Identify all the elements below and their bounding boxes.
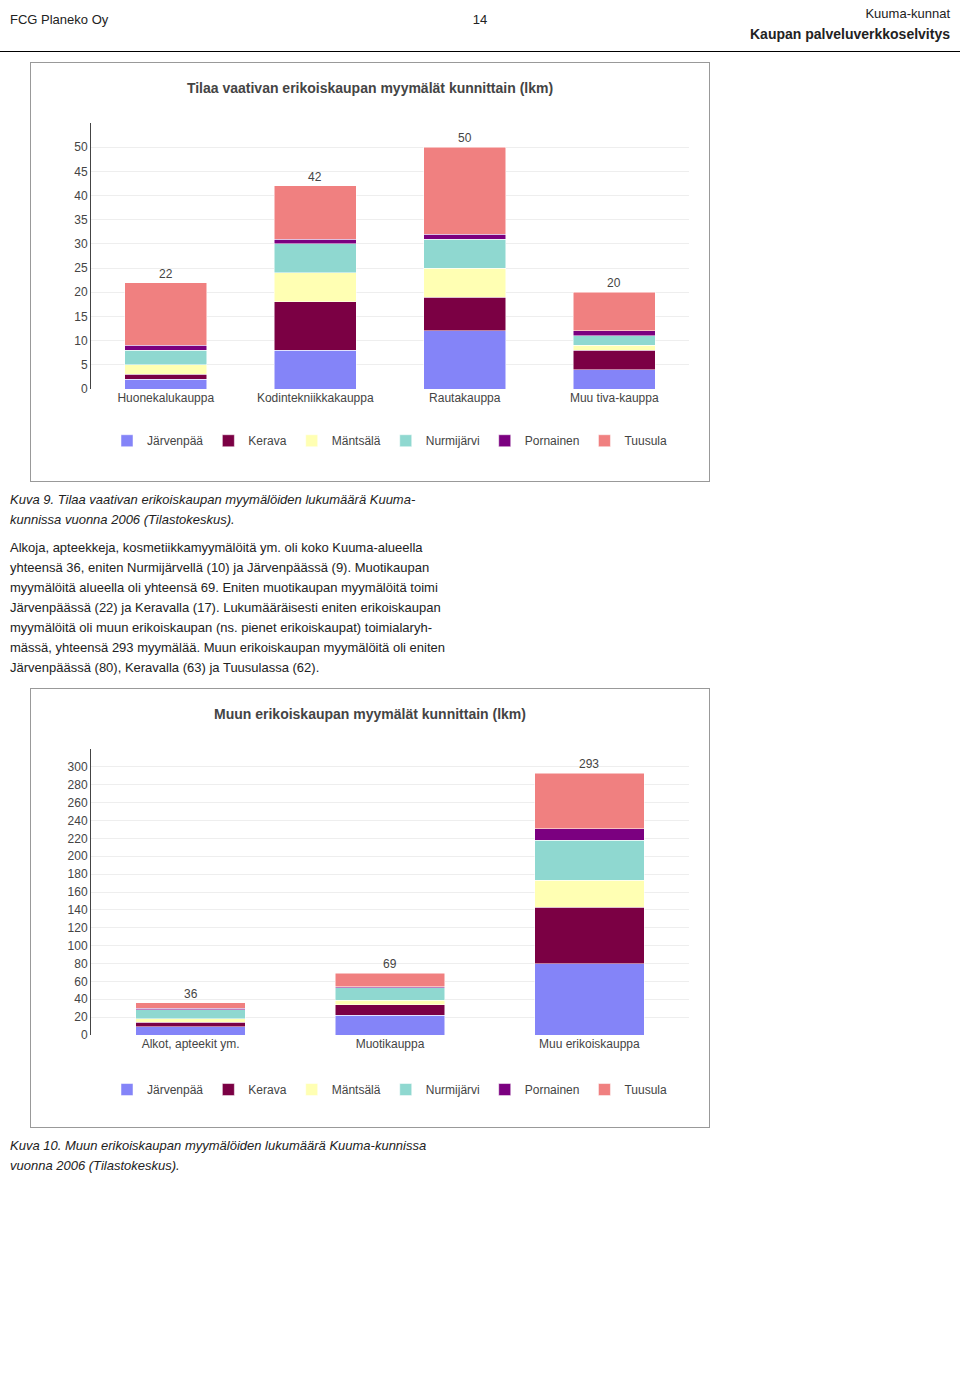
html-text:myymälöitä oli muun erikoiskau: myymälöitä oli muun erikoiskaupan (ns. p… [10, 620, 432, 635]
svg-text:140: 140 [68, 903, 88, 917]
svg-text:Tilaa vaativan erikoiskaupan m: Tilaa vaativan erikoiskaupan myymälät ku… [187, 80, 553, 96]
svg-text:Kerava: Kerava [248, 434, 286, 448]
svg-text:Järvenpää: Järvenpää [147, 1083, 203, 1097]
svg-text:Muun erikoiskaupan myymälät ku: Muun erikoiskaupan myymälät kunnittain (… [214, 706, 526, 722]
html-text:Kuva 9. Tilaa vaativan erikois: Kuva 9. Tilaa vaativan erikoiskaupan myy… [10, 492, 416, 507]
html-text:yhteensä 36, eniten Nurmijärve: yhteensä 36, eniten Nurmijärvellä (10) j… [10, 560, 430, 575]
svg-text:Kodintekniikkakauppa: Kodintekniikkakauppa [257, 391, 374, 405]
svg-text:15: 15 [74, 310, 88, 324]
svg-text:Huonekalukauppa: Huonekalukauppa [117, 391, 214, 405]
svg-text:220: 220 [68, 832, 88, 846]
svg-text:36: 36 [184, 987, 198, 1001]
svg-text:Tuusula: Tuusula [624, 434, 667, 448]
svg-text:22: 22 [159, 267, 173, 281]
svg-text:Mäntsälä: Mäntsälä [332, 434, 381, 448]
svg-text:120: 120 [68, 921, 88, 935]
svg-text:180: 180 [68, 867, 88, 881]
svg-text:69: 69 [383, 957, 397, 971]
svg-text:Alkot, apteekit ym.: Alkot, apteekit ym. [142, 1037, 240, 1051]
svg-text:Mäntsälä: Mäntsälä [332, 1083, 381, 1097]
svg-text:260: 260 [68, 796, 88, 810]
svg-text:5: 5 [81, 358, 88, 372]
svg-text:20: 20 [74, 285, 88, 299]
html-text:14: 14 [472, 12, 488, 27]
svg-text:60: 60 [74, 975, 88, 989]
svg-text:0: 0 [81, 1028, 88, 1042]
svg-text:Muotikauppa: Muotikauppa [356, 1037, 425, 1051]
html-text:mässä, yhteensä 293 myymälää.: mässä, yhteensä 293 myymälää. Muun eriko… [10, 640, 445, 655]
svg-text:45: 45 [74, 165, 88, 179]
svg-text:293: 293 [579, 757, 599, 771]
svg-text:42: 42 [308, 170, 322, 184]
svg-text:50: 50 [74, 140, 88, 154]
html-text:vuonna 2006 (Tilastokeskus).: vuonna 2006 (Tilastokeskus). [10, 1158, 180, 1173]
html-text:Alkoja, apteekkeja, kosmetiikk: Alkoja, apteekkeja, kosmetiikkamyymälöit… [10, 540, 423, 555]
svg-text:Rautakauppa: Rautakauppa [429, 391, 501, 405]
svg-text:80: 80 [74, 957, 88, 971]
svg-text:Nurmijärvi: Nurmijärvi [426, 1083, 480, 1097]
svg-text:50: 50 [458, 131, 472, 145]
svg-text:25: 25 [74, 261, 88, 275]
svg-text:280: 280 [68, 778, 88, 792]
svg-text:10: 10 [74, 334, 88, 348]
svg-text:Muu tiva-kauppa: Muu tiva-kauppa [570, 391, 659, 405]
html-text:Kaupan palveluverkkoselvitys: Kaupan palveluverkkoselvitys [750, 26, 950, 42]
svg-text:240: 240 [68, 814, 88, 828]
svg-text:Järvenpää: Järvenpää [147, 434, 203, 448]
svg-text:Muu erikoiskauppa: Muu erikoiskauppa [539, 1037, 640, 1051]
svg-text:200: 200 [68, 849, 88, 863]
svg-text:30: 30 [74, 237, 88, 251]
svg-text:Nurmijärvi: Nurmijärvi [426, 434, 480, 448]
svg-text:Tuusula: Tuusula [624, 1083, 667, 1097]
html-text:kunnissa vuonna 2006 (Tilastok: kunnissa vuonna 2006 (Tilastokeskus). [10, 512, 235, 527]
html-text:Kuva 10. Muun erikoiskaupan my: Kuva 10. Muun erikoiskaupan myymälöiden … [10, 1138, 427, 1153]
svg-text:Pornainen: Pornainen [525, 434, 580, 448]
svg-text:0: 0 [81, 382, 88, 396]
svg-text:160: 160 [68, 885, 88, 899]
svg-text:40: 40 [74, 189, 88, 203]
svg-text:100: 100 [68, 939, 88, 953]
svg-text:40: 40 [74, 992, 88, 1006]
svg-text:Pornainen: Pornainen [525, 1083, 580, 1097]
html-text:Järvenpäässä (22) ja Keravalla: Järvenpäässä (22) ja Keravalla (17). Luk… [10, 600, 441, 615]
html-text:Järvenpäässä (80), Keravalla (: Järvenpäässä (80), Keravalla (63) ja Tuu… [10, 660, 320, 675]
svg-text:35: 35 [74, 213, 88, 227]
html-text:FCG Planeko Oy: FCG Planeko Oy [10, 12, 109, 27]
svg-text:20: 20 [607, 276, 621, 290]
svg-text:Kerava: Kerava [248, 1083, 286, 1097]
html-text:Kuuma-kunnat: Kuuma-kunnat [865, 6, 950, 21]
svg-text:20: 20 [74, 1010, 88, 1024]
html-text:myymälöitä alueella oli yhteen: myymälöitä alueella oli yhteensä 69. Eni… [10, 580, 438, 595]
svg-text:300: 300 [68, 760, 88, 774]
